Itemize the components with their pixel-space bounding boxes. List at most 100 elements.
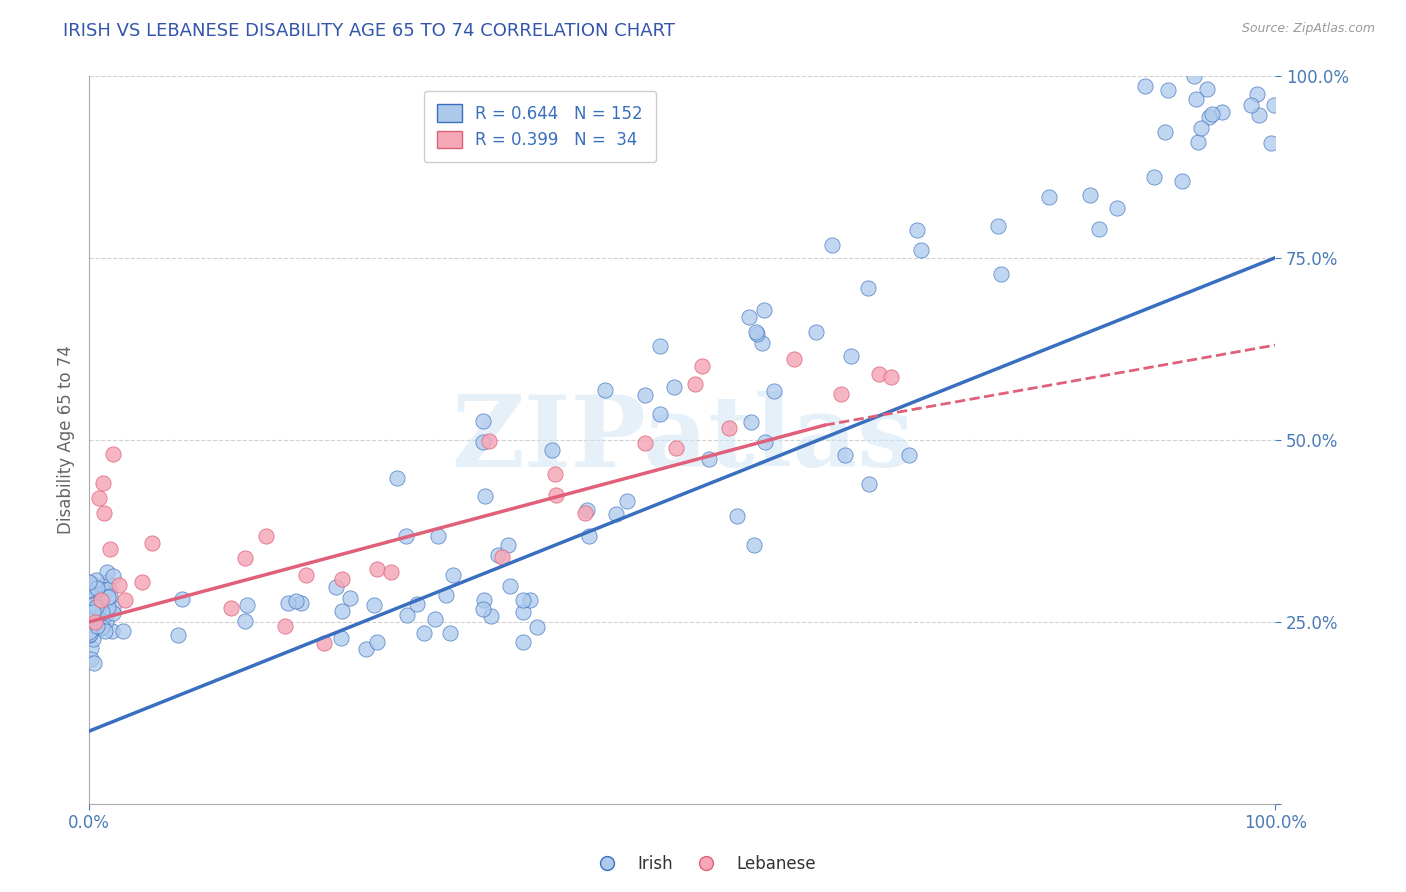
Point [83,585,105,599]
Point [471,602,494,616]
Point [79,607,101,622]
Point [295,568,318,582]
Point [233,614,256,628]
Point [219,600,242,615]
Point [593,384,616,398]
Point [312,635,335,649]
Point [439,626,461,640]
Point [101,447,124,461]
Point [512,593,534,607]
Point [1185,92,1208,106]
Point [97,582,120,596]
Point [91,619,114,633]
Point [98,589,121,603]
Point [499,579,522,593]
Point [167,628,190,642]
Point [395,529,418,543]
Point [478,434,501,449]
Point [172,592,194,607]
Point [254,529,277,543]
Point [86,593,108,607]
Point [101,601,124,615]
Point [82,590,104,604]
Point [839,349,862,363]
Point [84,589,107,603]
Point [752,303,775,318]
Point [496,538,519,552]
Point [856,281,879,295]
Point [578,529,600,543]
Point [519,593,541,607]
Point [90,606,112,620]
Point [89,592,111,607]
Legend: R = 0.644   N = 152, R = 0.399   N =  34: R = 0.644 N = 152, R = 0.399 N = 34 [423,91,657,162]
Point [84,615,107,629]
Point [1211,104,1233,119]
Point [79,652,101,666]
Point [1078,187,1101,202]
Point [380,565,402,579]
Point [910,243,932,257]
Point [512,605,534,619]
Point [868,367,890,381]
Point [290,596,312,610]
Point [830,387,852,401]
Point [86,581,108,595]
Point [84,593,107,607]
Point [82,606,104,620]
Point [86,581,108,595]
Point [762,384,785,399]
Point [685,377,707,392]
Point [97,590,120,604]
Point [91,609,114,624]
Point [574,506,596,520]
Point [479,608,502,623]
Point [1153,125,1175,139]
Point [441,568,464,582]
Point [90,582,112,597]
Point [491,549,513,564]
Point [87,597,110,611]
Point [363,598,385,612]
Point [754,434,776,449]
Point [834,448,856,462]
Point [512,634,534,648]
Point [97,600,120,615]
Point [84,582,107,596]
Point [725,509,748,524]
Point [82,597,104,611]
Point [107,578,129,592]
Point [395,608,418,623]
Point [330,572,353,586]
Point [1133,78,1156,93]
Point [236,598,259,612]
Legend: Irish, Lebanese: Irish, Lebanese [583,848,823,880]
Point [697,452,720,467]
Point [744,326,766,340]
Point [91,620,114,634]
Point [986,219,1008,234]
Point [82,577,104,591]
Point [541,442,564,457]
Point [80,582,103,596]
Point [634,387,657,401]
Point [91,591,114,606]
Point [605,507,627,521]
Point [1260,136,1282,150]
Point [366,635,388,649]
Point [434,588,457,602]
Point [339,591,361,605]
Point [93,506,115,520]
Point [87,599,110,613]
Point [79,624,101,639]
Point [91,608,114,623]
Point [665,441,688,455]
Point [86,608,108,623]
Point [1201,107,1223,121]
Point [84,600,107,615]
Point [101,624,124,639]
Point [94,599,117,614]
Point [80,590,103,604]
Point [79,575,101,590]
Text: Source: ZipAtlas.com: Source: ZipAtlas.com [1241,22,1375,36]
